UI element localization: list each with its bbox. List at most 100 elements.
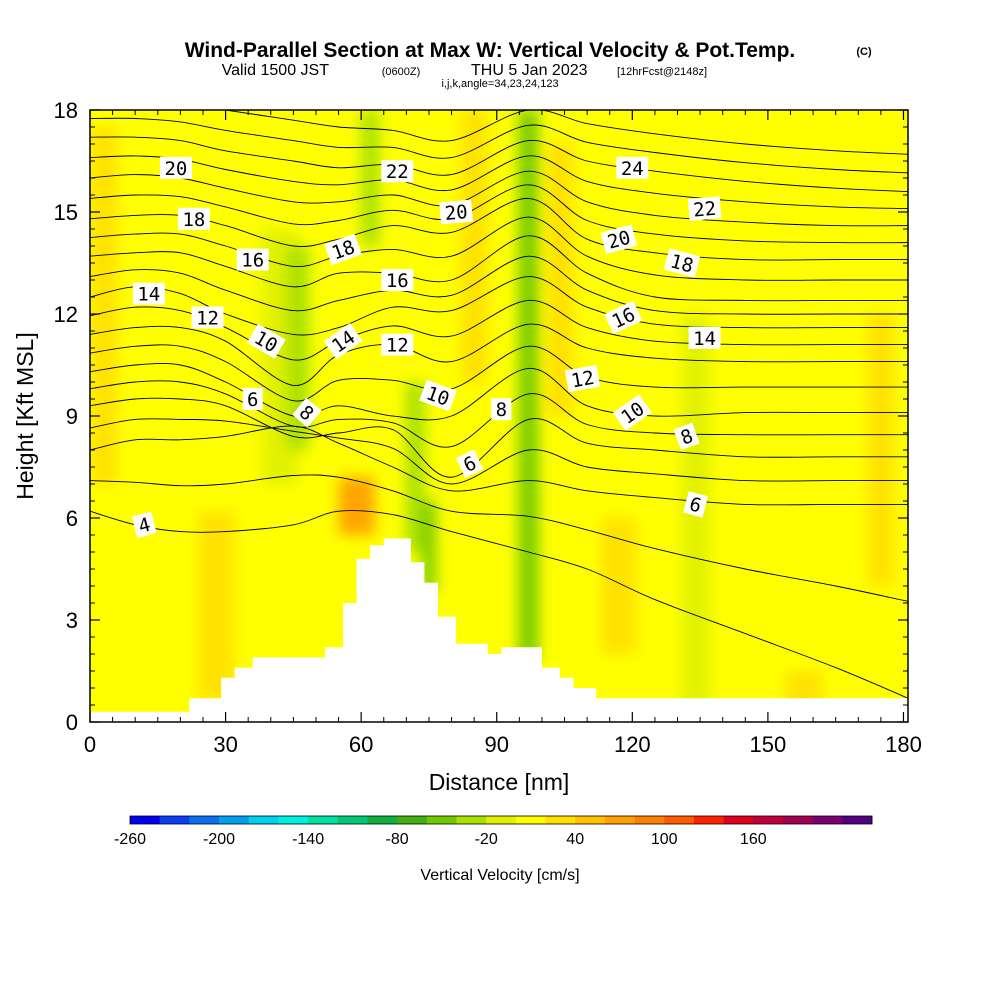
theta-contour-8 — [90, 397, 908, 478]
y-axis: 0 3 6 9 12 15 18 — [54, 98, 908, 735]
theta-contour-5 — [90, 474, 908, 602]
y-tick-label: 15 — [54, 200, 78, 225]
contour-label-box — [564, 364, 601, 393]
y-tick-label: 12 — [54, 302, 78, 327]
colorbar-swatch — [367, 816, 398, 824]
colorbar-tick-label: -200 — [203, 831, 235, 848]
colorbar-label: Vertical Velocity [cm/s] — [420, 867, 579, 884]
velocity-band-3 — [286, 246, 310, 450]
valid-time-text: Valid 1500 JST — [222, 62, 330, 79]
contour-label-18: 18 — [663, 248, 701, 278]
contour-label-text: 6 — [247, 389, 258, 411]
theta-contour-23 — [90, 117, 908, 174]
grid-indices: i,j,k,angle=34,23,24,123 — [441, 78, 558, 90]
contour-label-box — [688, 326, 721, 349]
y-tick-label: 18 — [54, 98, 78, 123]
x-axis-label: Distance [nm] — [429, 769, 570, 795]
contour-label-box — [324, 233, 362, 266]
colorbar-tick-label: -140 — [292, 831, 324, 848]
colorbar-swatch — [397, 816, 428, 824]
theta-contour-21 — [90, 155, 908, 210]
y-tick-label: 0 — [66, 710, 78, 735]
contour-label-box — [381, 269, 414, 291]
chart-title: Wind-Parallel Section at Max W: Vertical… — [185, 39, 796, 62]
contour-label-box — [439, 199, 473, 225]
x-tick-label: 60 — [349, 732, 373, 757]
contour-label-text: 16 — [241, 250, 264, 272]
x-tick-label: 0 — [84, 732, 96, 757]
contour-label-text: 14 — [693, 328, 716, 350]
colorbar-swatch — [753, 816, 784, 824]
theta-contour-24 — [222, 110, 908, 155]
contour-label-box — [381, 160, 414, 183]
contour-label-6: 6 — [242, 388, 263, 411]
contour-label-text: 18 — [182, 209, 205, 231]
velocity-band-1 — [198, 511, 235, 702]
colorbar-tick-label: -80 — [386, 831, 409, 848]
contour-label-text: 22 — [386, 161, 409, 183]
contour-label-text: 22 — [692, 198, 717, 222]
contour-label-text: 12 — [570, 367, 596, 393]
colorbar-swatch — [130, 816, 160, 824]
colorbar-swatch — [693, 816, 724, 824]
copyright-mark: (C) — [856, 46, 872, 58]
contour-label-text: 4 — [136, 514, 153, 538]
colorbar: -260 -200 -140 -80 -20 40 100 160 — [114, 815, 873, 848]
colorbar-swatch — [456, 816, 487, 824]
theta-contour-16 — [90, 235, 908, 302]
contour-label-box — [381, 333, 414, 356]
contour-label-box — [292, 397, 322, 428]
contour-label-box — [687, 196, 722, 221]
contour-label-text: 24 — [621, 158, 644, 180]
contour-label-box — [663, 248, 701, 278]
x-tick-label: 180 — [885, 732, 922, 757]
colorbar-swatch — [337, 816, 368, 824]
contour-label-22: 22 — [381, 160, 414, 183]
vertical-velocity-field — [90, 110, 895, 712]
contour-label-box — [191, 306, 224, 329]
contour-label-box — [673, 422, 700, 451]
colorbar-swatch — [159, 816, 190, 824]
theta-contour-12 — [90, 323, 908, 386]
contour-label-box — [323, 323, 363, 360]
colorbar-swatch — [248, 816, 279, 824]
colorbar-swatch — [189, 816, 220, 824]
colorbar-swatch — [219, 816, 250, 824]
contour-label-text: 12 — [386, 335, 409, 357]
colorbar-tick-label: 160 — [740, 831, 767, 848]
contour-label-24: 24 — [616, 156, 649, 180]
velocity-band-14 — [867, 314, 895, 586]
velocity-band-11 — [600, 518, 637, 654]
y-tick-label: 3 — [66, 608, 78, 633]
x-axis: 0 30 60 90 120 150 180 — [84, 110, 922, 757]
contour-label-16: 16 — [236, 248, 269, 272]
colorbar-frame — [129, 815, 873, 825]
contour-label-6: 6 — [455, 449, 484, 478]
contour-label-text: 8 — [496, 399, 507, 421]
theta-contour-4 — [90, 510, 908, 699]
contour-label-22: 22 — [687, 196, 722, 222]
valid-date-text: THU 5 Jan 2023 — [471, 62, 588, 79]
theta-contour-22 — [90, 136, 908, 193]
contour-label-box — [600, 224, 638, 254]
contour-label-18: 18 — [177, 207, 210, 231]
theta-contour-17 — [90, 216, 908, 281]
theta-contour-10 — [90, 363, 908, 421]
theta-contour-14 — [90, 276, 908, 336]
contour-label-8: 8 — [292, 397, 322, 428]
x-tick-label: 90 — [484, 732, 508, 757]
terrain-mask — [90, 538, 908, 722]
contour-label-box — [491, 398, 512, 421]
colorbar-swatch — [515, 816, 546, 824]
y-tick-label: 9 — [66, 404, 78, 429]
colorbar-swatch — [426, 816, 457, 824]
colorbar-tick-label: -260 — [114, 831, 146, 848]
contour-label-box — [604, 300, 643, 335]
contour-label-text: 12 — [196, 307, 219, 329]
velocity-bands — [90, 110, 895, 712]
contour-label-text: 6 — [687, 493, 704, 517]
contour-label-12: 12 — [381, 333, 414, 357]
contour-label-box — [683, 491, 709, 518]
colorbar-swatch — [604, 816, 635, 824]
